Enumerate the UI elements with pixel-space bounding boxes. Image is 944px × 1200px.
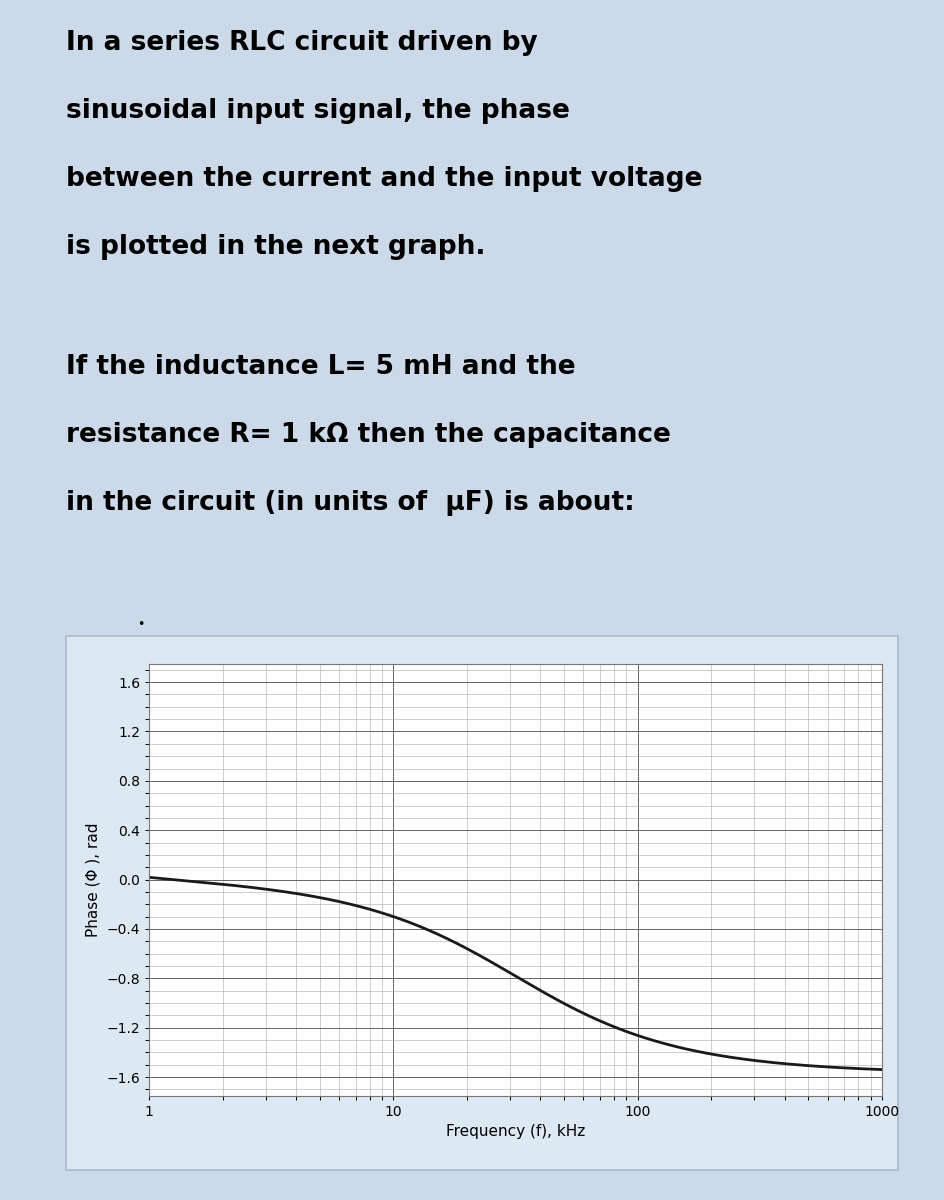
Text: In a series RLC circuit driven by: In a series RLC circuit driven by	[66, 30, 537, 56]
Text: resistance R= 1 kΩ then the capacitance: resistance R= 1 kΩ then the capacitance	[66, 421, 670, 448]
Text: is plotted in the next graph.: is plotted in the next graph.	[66, 234, 485, 260]
X-axis label: Frequency (f), kHz: Frequency (f), kHz	[446, 1124, 584, 1139]
Text: •: •	[137, 618, 144, 631]
Text: sinusoidal input signal, the phase: sinusoidal input signal, the phase	[66, 98, 569, 124]
Text: If the inductance L= 5 mH and the: If the inductance L= 5 mH and the	[66, 354, 575, 379]
Text: in the circuit (in units of  μF) is about:: in the circuit (in units of μF) is about…	[66, 490, 634, 516]
Y-axis label: Phase (Φ ), rad: Phase (Φ ), rad	[86, 822, 101, 937]
Text: between the current and the input voltage: between the current and the input voltag…	[66, 166, 702, 192]
